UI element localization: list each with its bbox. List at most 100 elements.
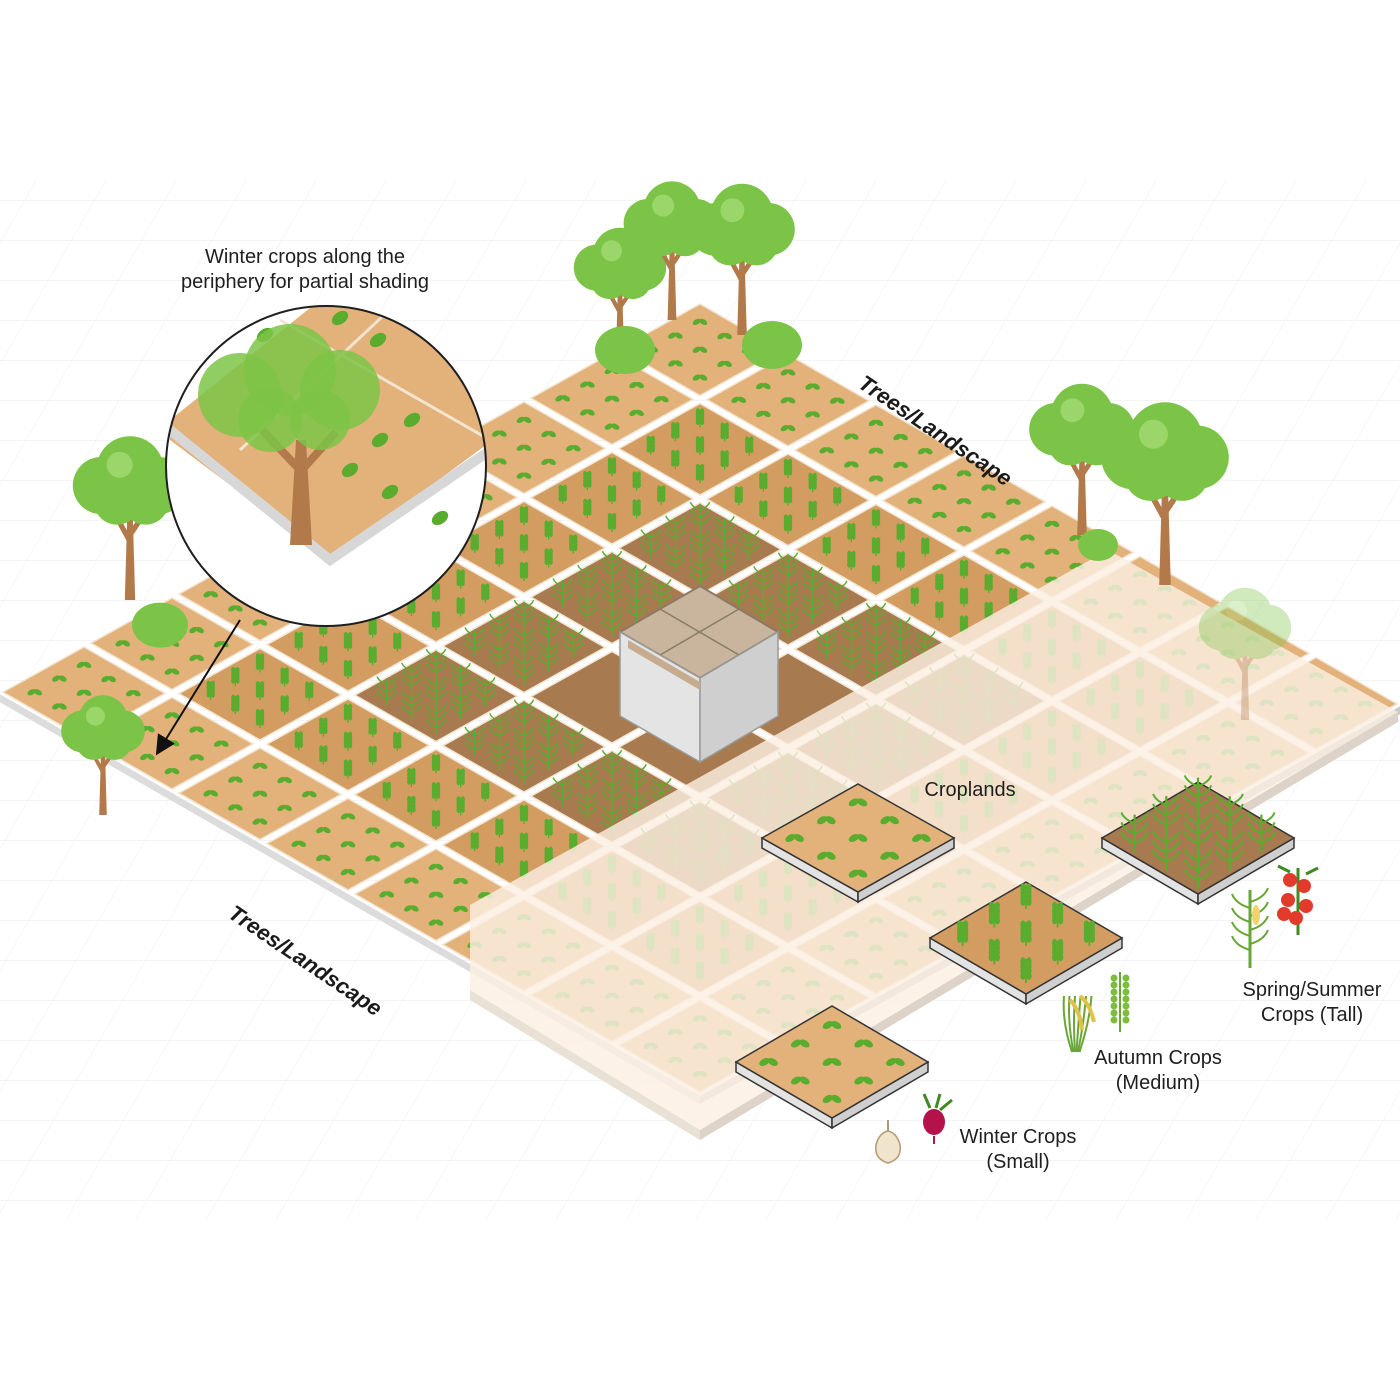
grain-mark [632,499,637,506]
leaf-mark [987,484,996,491]
grain-mark [368,646,373,653]
leaf-mark [963,525,972,533]
grain-mark [411,767,416,774]
leaf-mark [790,1076,802,1085]
leaf-mark [675,515,686,525]
leaf-mark [611,423,620,430]
leaf-mark [787,608,799,617]
leaf-mark [717,360,726,368]
leaf-mark [851,644,862,654]
field-plot [353,648,519,743]
leaf-mark [513,755,525,764]
leaf-mark [259,762,268,770]
leaf-mark [699,557,711,567]
leaf-mark [132,689,141,697]
leaf-mark [762,410,771,418]
leaf-mark [587,770,598,780]
leaf-mark [228,804,237,811]
leaf-mark [826,594,838,604]
leaf-mark [826,580,838,590]
field-plot [793,404,959,498]
leaf-mark [875,645,887,655]
leaf-mark [661,579,672,589]
leaf-mark [577,763,588,773]
leaf-mark [635,381,644,389]
leaf-mark [799,1076,810,1085]
leaf-mark [464,627,475,637]
leaf-mark [386,683,398,693]
leaf-mark [322,826,331,834]
leaf-mark [322,854,331,862]
leaf-mark [513,662,525,672]
leaf-mark [601,565,613,575]
grain-mark [393,632,398,639]
grain-mark [963,920,969,929]
leaf-mark [1183,848,1199,862]
leaf-mark [341,462,359,478]
leaf-mark [851,651,862,661]
leaf-mark [802,601,813,611]
leaf-mark [58,675,67,682]
leaf-mark [425,691,437,701]
leaf-mark [411,669,422,679]
leaf-mark [699,564,711,574]
leaf-mark [1197,831,1213,845]
leaf-mark [555,395,564,402]
leaf-mark [474,641,486,651]
leaf-mark [376,690,387,700]
grain-mark [210,680,215,687]
grain-mark [612,457,617,464]
leaf-mark [1026,562,1035,569]
grain-mark [826,536,831,543]
leaf-mark [674,332,683,339]
grain-mark [255,680,260,688]
leaf-mark [523,769,535,779]
leaf-mark [868,475,877,482]
leaf-mark [601,593,613,603]
grain-mark [544,548,549,555]
leaf-mark [347,813,356,820]
leaf-mark [538,628,549,638]
leaf-mark [841,630,852,640]
grain-mark [573,832,578,840]
leaf-mark [611,764,623,774]
leaf-mark [699,346,708,353]
grain-mark [822,536,827,543]
leaf-mark [737,396,747,404]
field-plot [617,402,783,496]
leaf-mark [699,509,711,518]
leaf-mark [425,676,437,686]
leaf-mark [865,610,877,619]
grain-mark [671,421,676,428]
leaf-mark [636,592,647,602]
leaf-mark [753,573,764,583]
leaf-mark [499,727,510,737]
grain-mark [612,484,617,492]
leaf-mark [513,599,525,609]
leaf-mark [787,552,799,562]
leaf-mark [523,755,535,764]
leaf-mark [562,628,574,638]
leaf-mark [228,776,237,783]
leaf-mark [459,905,468,913]
leaf-mark [523,416,532,424]
leaf-mark [474,726,486,736]
leaf-mark [547,458,556,466]
leaf-mark [252,762,261,770]
leaf-mark [316,826,325,834]
field-plot [177,747,343,841]
leaf-mark [844,461,853,468]
grain-mark [700,408,705,415]
leaf-mark [790,1039,802,1048]
grain-mark [474,832,479,839]
leaf-mark [401,669,412,679]
leaf-mark [385,891,395,898]
leaf-mark [787,369,796,376]
grain-mark [499,818,504,825]
leaf-mark [650,579,662,589]
leaf-mark [875,610,887,619]
leaf-mark [464,726,475,736]
leaf-mark [816,637,827,647]
field-plot [265,797,431,891]
leaf-mark [587,798,598,808]
